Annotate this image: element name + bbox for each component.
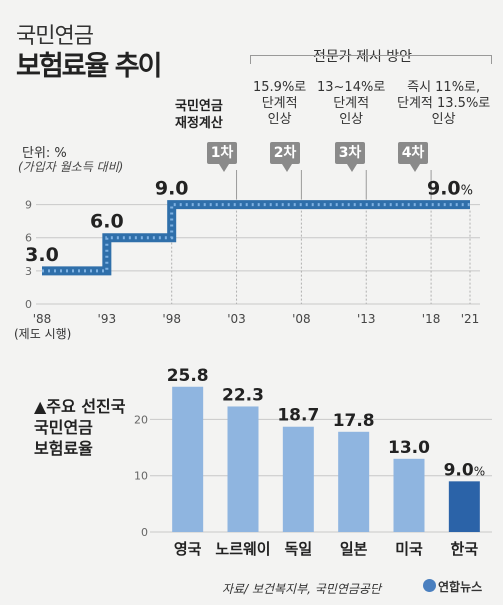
x-tick-label: '88 — [33, 312, 52, 326]
x-tick-label: '98 — [162, 312, 181, 326]
stage-3-desc-line: 13~14%로 — [317, 80, 386, 95]
stage-3-desc: 13~14%로 단계적 인상 — [317, 80, 385, 128]
stage-4-box: 4차 — [398, 142, 428, 172]
stage-3-desc-line: 인상 — [339, 112, 364, 127]
series-line-dots — [42, 203, 470, 273]
page-subtitle: 보험료율 추이 — [16, 51, 162, 82]
stage-3-box: 3차 — [335, 142, 365, 172]
stage-2-desc-line: 인상 — [267, 112, 292, 127]
country-bar-chart: 0 10 20 25.8 영국 22.3 노르웨이 18.7 독일 17.8 일본 13.0 미국 9.0… — [134, 366, 492, 558]
x-tick-label: '13 — [357, 312, 376, 326]
proposals-header: 전문가 제시 방안 — [313, 49, 413, 65]
bar-value-label: 22.3 — [222, 385, 264, 405]
bar — [172, 386, 204, 532]
y-tick-label: 10 — [134, 470, 148, 483]
category-label: 독일 — [285, 540, 313, 558]
stage-2-desc-line: 15.9%로 — [253, 80, 307, 95]
x-tick-label: '08 — [292, 312, 311, 326]
bar — [227, 406, 259, 532]
data-label-suffix: % — [461, 184, 473, 199]
y-tick-label: 20 — [134, 413, 148, 426]
data-label: 9.0% — [427, 178, 473, 200]
stage-4-desc-line: 단계적 13.5%로 — [397, 96, 491, 111]
category-label: 일본 — [340, 540, 368, 558]
stage-2-box: 2차 — [270, 142, 300, 172]
stage-4-desc-line: 즉시 11%로, — [407, 80, 481, 95]
brand-name: 연합뉴스 — [438, 580, 483, 594]
bar-chart-title: ▲주요 선진국 국민연금 보험료율 — [34, 397, 126, 458]
bar-value-label: 13.0 — [388, 438, 430, 458]
category-label: 노르웨이 — [215, 540, 270, 558]
x-tick-label: '18 — [422, 312, 441, 326]
bar — [393, 458, 425, 532]
x-tick-label: '93 — [98, 312, 117, 326]
proposals-bracket — [250, 55, 492, 64]
stage-1-desc-line: 국민연금 — [175, 99, 223, 114]
y-tick-label: 0 — [25, 298, 32, 311]
bar — [338, 431, 370, 532]
stage-1-box: 1차 — [207, 142, 237, 172]
x-tick-label: '21 — [461, 312, 480, 326]
unit-note: (가입자 월소득 대비) — [18, 160, 124, 174]
x-tick-label: '03 — [227, 312, 246, 326]
stage-4-desc: 즉시 11%로, 단계적 13.5%로 인상 — [397, 80, 490, 128]
stage-2-desc-line: 단계적 — [261, 96, 298, 111]
y-tick-label: 6 — [25, 232, 32, 245]
bar-value-label: 17.8 — [333, 411, 375, 431]
y-tick-label: 0 — [141, 526, 148, 539]
unit-label: 단위: % — [22, 146, 67, 161]
bar — [282, 426, 314, 532]
bar — [448, 481, 480, 532]
y-tick-label: 9 — [25, 199, 32, 212]
y-tick-label: 3 — [25, 265, 32, 278]
data-label: 9.0 — [155, 178, 189, 200]
bar-value-label: 18.7 — [277, 406, 319, 426]
stage-3-desc-line: 단계적 — [333, 96, 370, 111]
category-label: 미국 — [395, 540, 423, 558]
stage-1-desc: 국민연금 재정계산 — [175, 98, 223, 132]
stage-1-desc-line: 재정계산 — [175, 116, 223, 131]
data-label: 6.0 — [90, 211, 124, 233]
stage-2-desc: 15.9%로 단계적 인상 — [253, 80, 306, 128]
category-label: 영국 — [174, 540, 202, 558]
first-year-note: (제도 시행) — [14, 327, 72, 341]
bar-value-label: 25.8 — [167, 366, 209, 386]
data-label: 3.0 — [25, 244, 59, 266]
page-title: 국민연금 — [16, 24, 94, 49]
category-label: 한국 — [451, 540, 479, 558]
source-note: 자료/ 보건복지부, 국민연금공단 — [222, 582, 382, 596]
rate-trend-chart: 0 3 6 9 '88 '93 '98 '03 '08 '13 '18 '21 3.0 6.0 9.0 9.0… — [25, 170, 480, 326]
stage-4-desc-line: 인상 — [431, 112, 456, 127]
brand-logo-icon — [423, 579, 436, 592]
bar-value-suffix: % — [474, 464, 485, 478]
bar-value-label: 9.0% — [444, 460, 486, 480]
